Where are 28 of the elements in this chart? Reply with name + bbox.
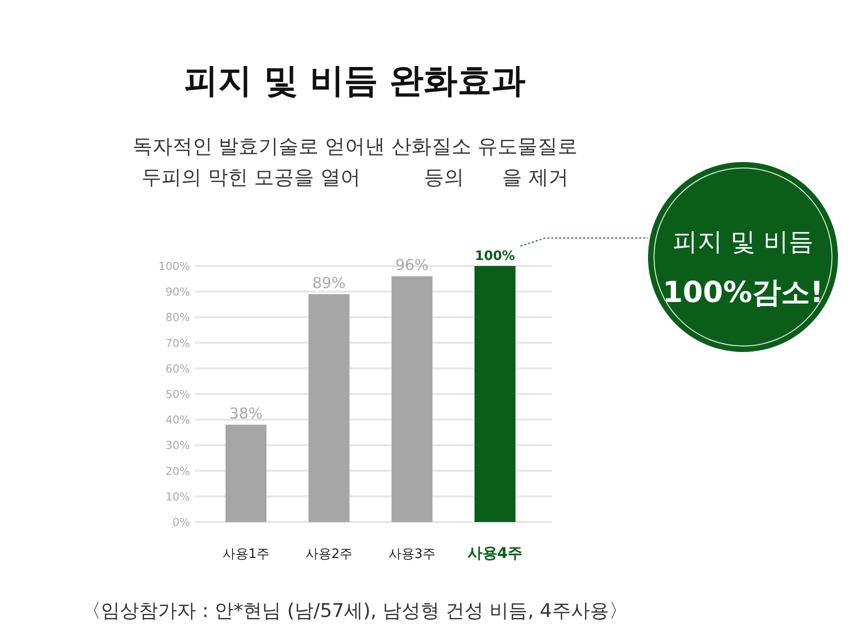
y-tick-label: 10%: [166, 490, 190, 504]
x-tick-label: 사용2주: [305, 547, 353, 562]
x-tick-label: 사용3주: [388, 547, 436, 562]
bar: [392, 276, 432, 522]
data-label: 96%: [395, 256, 429, 274]
y-tick-label: 90%: [166, 286, 190, 299]
y-tick-label: 100%: [158, 260, 190, 273]
text: 〈임상참가자 : 안*현님 (남/57세), 남성형 건성 비듬, 4주사용〉: [82, 600, 628, 622]
y-tick-label: 60%: [166, 362, 190, 376]
data-label: 89%: [312, 274, 346, 292]
y-tick-label: 40%: [166, 414, 190, 427]
y-tick-label: 80%: [166, 311, 190, 324]
text: 100%감소!: [662, 275, 824, 309]
chart-title: 피지 및 비듬 완화효과: [184, 61, 526, 101]
data-label: 38%: [229, 404, 263, 423]
bar: [226, 424, 266, 522]
x-tick-label: 사용1주: [222, 547, 270, 562]
y-tick-label: 70%: [166, 336, 190, 350]
y-tick-label: 50%: [166, 388, 190, 401]
x-tick-label: 사용4주: [467, 544, 523, 562]
y-tick-label: 20%: [166, 464, 190, 478]
bar: [308, 294, 350, 522]
data-label: 100%: [474, 249, 516, 264]
chart-subtitle: 독자적인 발효기술로 얻어낸 산화질소 유도물질로 두피의 막힌 모공을 열어 등의 을 제거: [132, 134, 578, 189]
bar: [474, 266, 516, 522]
y-tick-label: 30%: [166, 439, 190, 452]
text: 피지 및 비듬: [672, 227, 814, 256]
y-tick-label: 0%: [172, 516, 190, 529]
